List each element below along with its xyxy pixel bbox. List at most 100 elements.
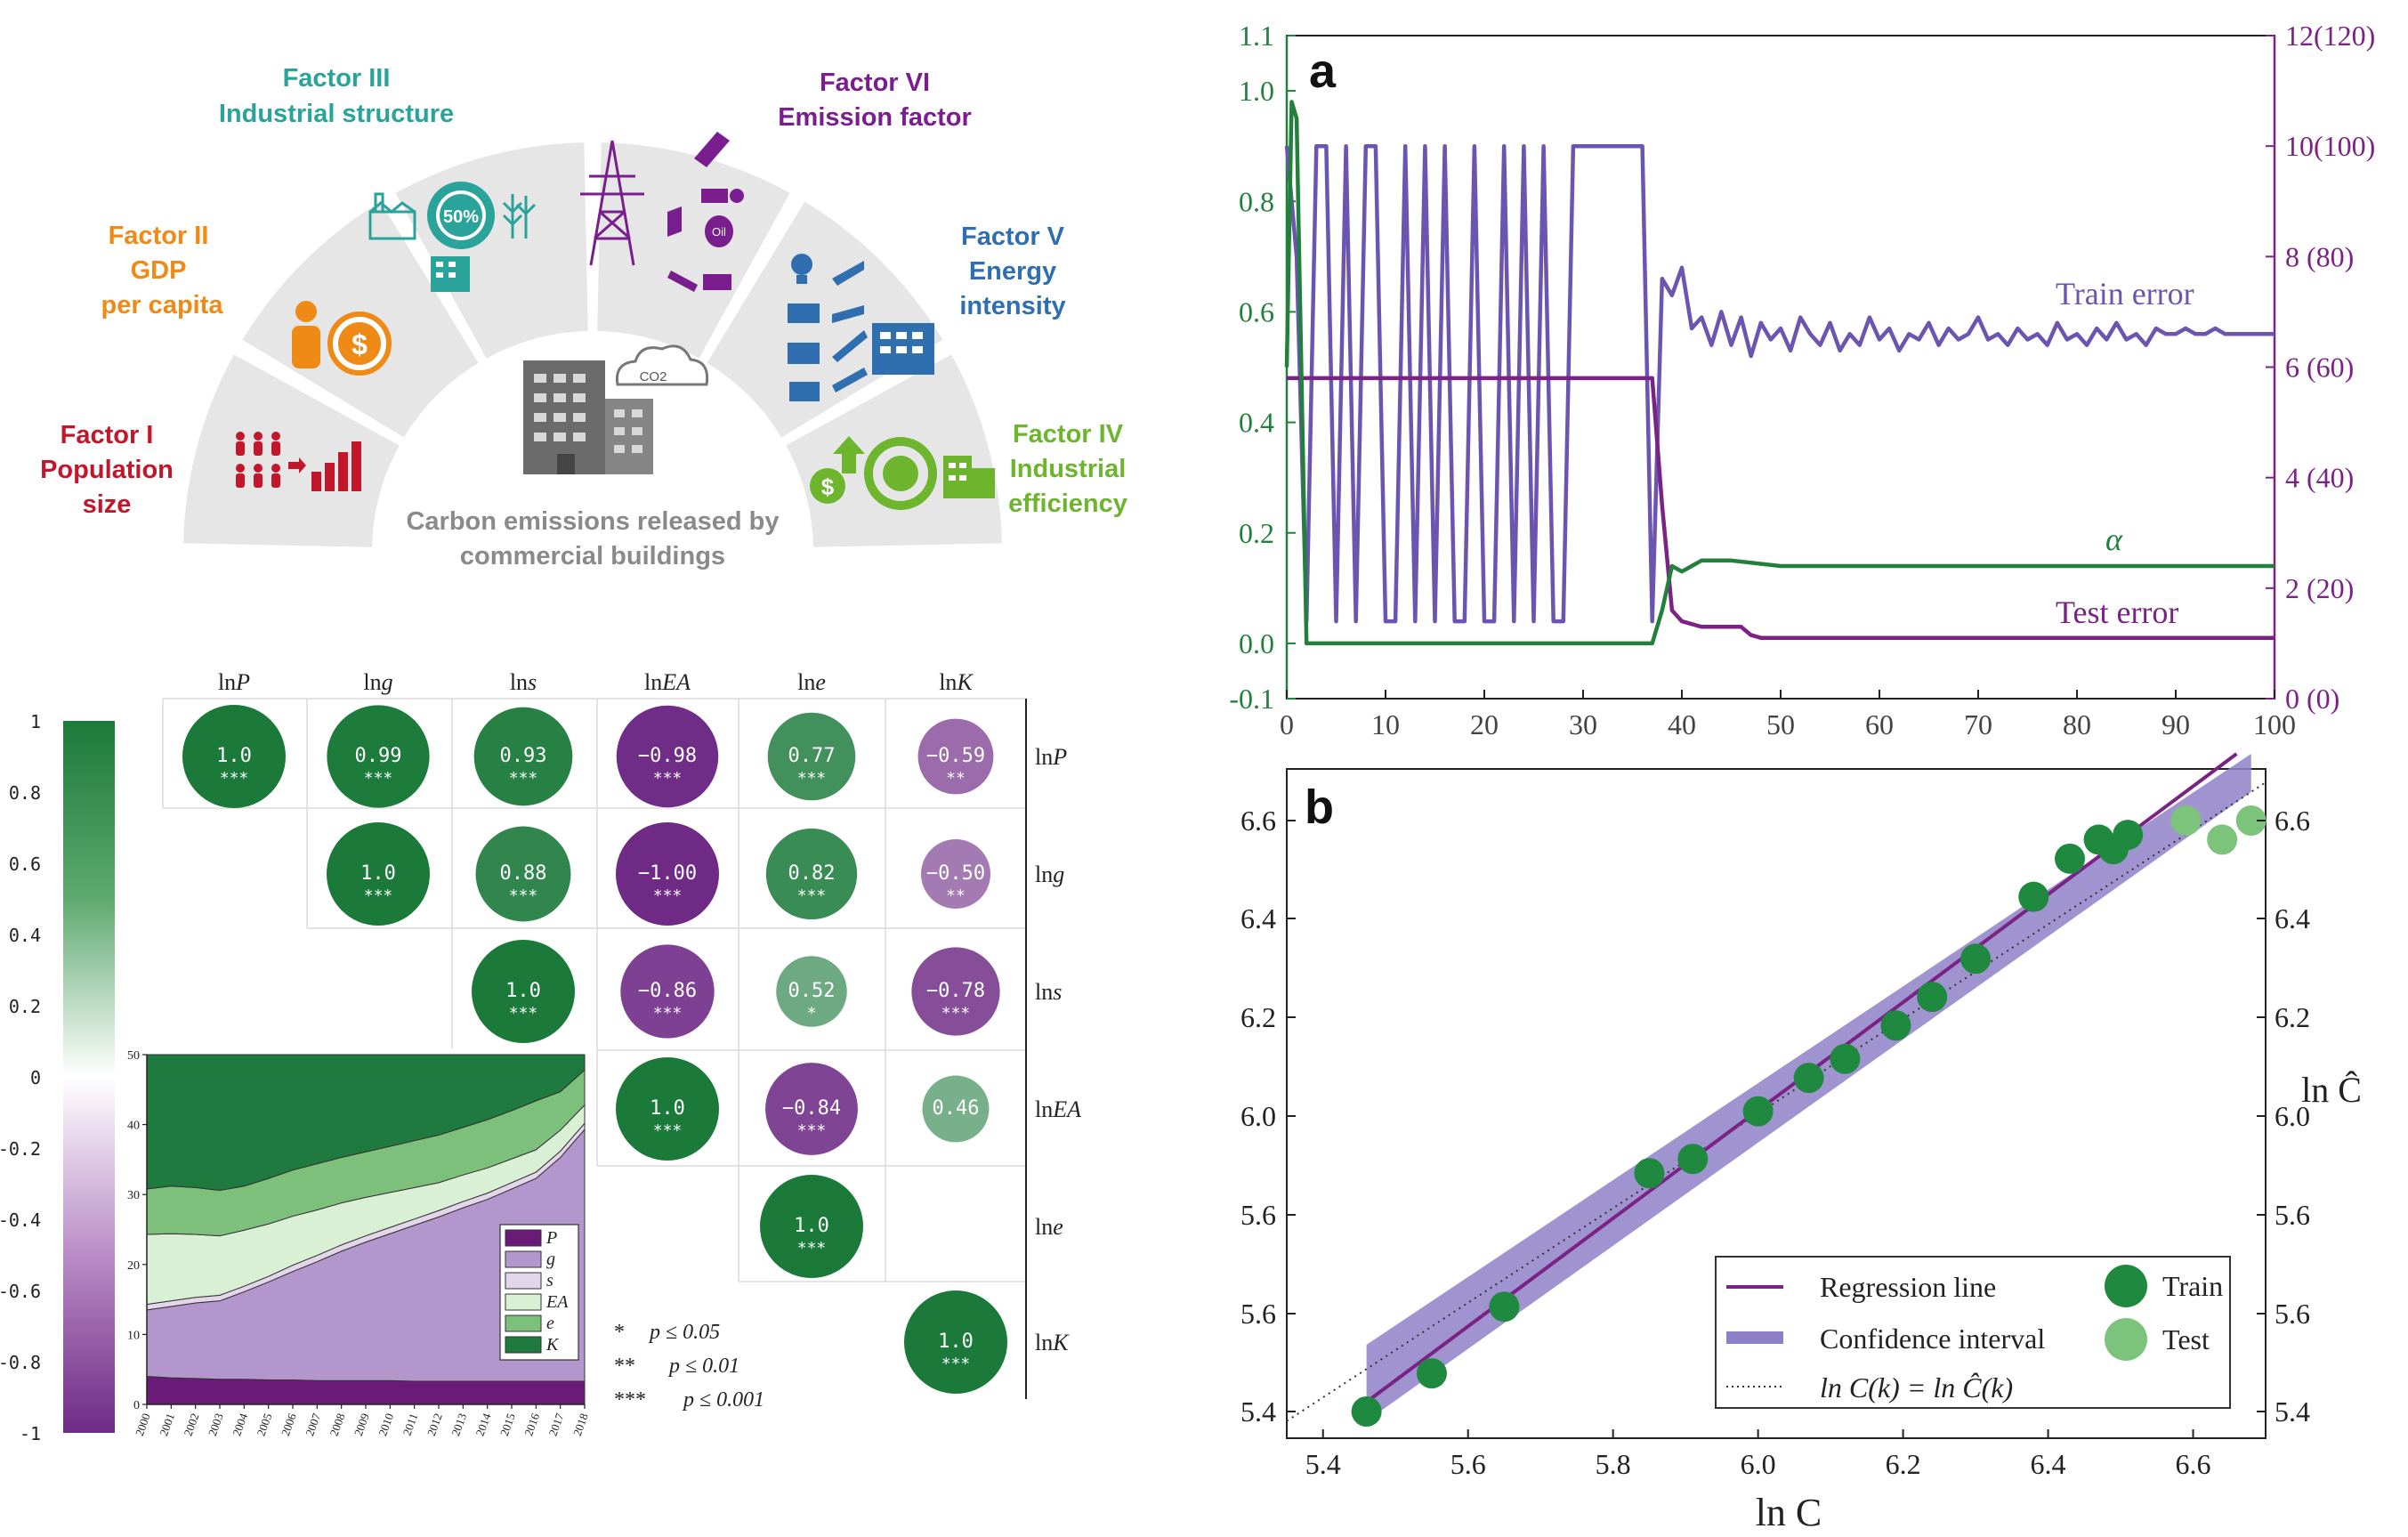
panel-a-ytick-right-label: 8 (80) [2285, 240, 2354, 272]
legend-ci-swatch [1726, 1331, 1783, 1344]
test-point [2207, 824, 2238, 855]
factor-iv-line2: Industrial [1010, 455, 1127, 483]
correlation-circle [917, 718, 994, 795]
panel-a-xtick-label: 90 [2162, 708, 2190, 740]
energy-devices-icon [788, 254, 934, 401]
matrix-row-label: lnK [1035, 1330, 1070, 1355]
factor-vi-title: Factor VI [820, 69, 930, 97]
legend-identity-label: ln C(k) = ln Ĉ(k) [1820, 1371, 2013, 1404]
test-point [2235, 805, 2267, 836]
industry-badge-label: 50% [443, 207, 479, 227]
correlation-circle [616, 705, 719, 808]
colorbar-tick-label: 0 [30, 1067, 41, 1088]
factor-iv-title: Factor IV [1013, 420, 1124, 449]
colorbar-tick-label: -1 [20, 1423, 41, 1444]
correlation-value: 1.0 [938, 1331, 974, 1353]
correlation-significance: *** [653, 769, 683, 788]
correlation-significance: *** [509, 886, 538, 905]
factor-ii-title: Factor II [109, 222, 209, 250]
inset-legend-label: e [546, 1314, 554, 1333]
correlation-value: −0.78 [926, 980, 985, 1002]
correlation-significance: *** [509, 769, 538, 788]
matrix-row-label: lns [1035, 979, 1062, 1005]
panel-b-ytick-right-label: 5.6 [2275, 1199, 2310, 1231]
svg-text:$: $ [352, 328, 368, 360]
factor-diagram: Factor III Industrial structure Factor I… [40, 64, 1127, 570]
area-layers [146, 1054, 586, 1405]
panel-a-ytick-right-label: 10(100) [2285, 130, 2375, 162]
panel-a-xtick-label: 40 [1668, 708, 1696, 740]
correlation-value: 0.88 [500, 862, 547, 885]
colorbar-tick-label: -0.2 [0, 1138, 41, 1160]
sig-stars-2: ** [614, 1355, 635, 1378]
arc-segment [786, 354, 1002, 547]
correlation-circle [904, 1290, 1007, 1394]
train-point [1489, 1291, 1520, 1323]
correlation-significance: *** [797, 769, 827, 788]
panel-b-ytick-right-label: 6.6 [2275, 805, 2310, 837]
correlation-value: −0.86 [638, 980, 697, 1002]
panel-a-xtick-label: 80 [2063, 708, 2091, 740]
legend-regression-label: Regression line [1820, 1271, 1996, 1303]
correlation-value: 0.93 [500, 745, 547, 767]
inset-legend-label: P [545, 1228, 557, 1248]
matrix-col-label: lns [510, 669, 537, 695]
correlation-value: −0.98 [638, 745, 697, 767]
panel-b-xtick-label: 6.6 [2176, 1448, 2211, 1480]
correlation-significance: *** [220, 769, 249, 788]
matrix-cells: 1.0***0.99***0.93***−0.98***0.77***−0.59… [182, 705, 1007, 1394]
panel-b-xtick-label: 5.6 [1450, 1448, 1486, 1480]
train-point [1677, 1144, 1709, 1175]
inset-legend-swatch [505, 1315, 542, 1332]
panel-a-xtick-label: 10 [1371, 708, 1400, 740]
inset-ytick-label: 10 [127, 1329, 140, 1342]
correlation-circle [760, 1175, 863, 1278]
inset-legend-label: g [546, 1250, 555, 1269]
correlation-circle [921, 839, 990, 909]
inset-legend-swatch [505, 1336, 542, 1354]
inset-legend-swatch [505, 1272, 542, 1290]
legend-train-label: Train [2162, 1270, 2223, 1302]
arc-segment [183, 354, 400, 547]
matrix-row-labels: lnP lng lns lnEA lne lnK [1035, 744, 1081, 1355]
correlation-significance: *** [653, 1004, 683, 1023]
train-point [2055, 843, 2085, 874]
correlation-matrix: 10.80.60.40.20-0.2-0.4-0.6-0.8-1 lnP lng l… [0, 669, 1081, 1444]
co2-label: CO2 [640, 369, 667, 384]
train-point [1742, 1096, 1774, 1127]
inset-legend-swatch [505, 1229, 542, 1247]
panel-a-ticks: 0 10 20 30 40 50 60 70 80 90 100 -0.1 0.0 0.2 0.4 0.6 0.… [1229, 20, 2375, 740]
factor-iii-subtitle: Industrial structure [219, 100, 454, 128]
correlation-significance: ** [946, 769, 966, 788]
sig-text-3: p ≤ 0.001 [682, 1388, 764, 1412]
panel-a-label: a [1309, 44, 1337, 98]
sig-text-1: p ≤ 0.05 [648, 1321, 720, 1344]
inset-legend-label: EA [545, 1292, 569, 1312]
panel-b-ytick-right-label: 6.2 [2275, 1001, 2310, 1033]
correlation-significance: *** [509, 1004, 538, 1023]
panel-b-ytick-right-label: 6.4 [2275, 902, 2310, 934]
train-point [1917, 982, 1948, 1013]
correlation-significance: *** [797, 1121, 827, 1140]
matrix-col-label: lne [797, 669, 826, 695]
colorbar [63, 721, 115, 1433]
panel-a-ytick-right-label: 4 (40) [2285, 462, 2354, 494]
matrix-col-label: lnK [939, 669, 974, 695]
inset-legend: Pgs EA eK [499, 1224, 579, 1361]
panel-b-plot [1286, 752, 2267, 1427]
train-point [2113, 820, 2144, 851]
panel-a-xtick-label: 50 [1766, 708, 1795, 740]
panel-a-ytick-left-label: 0.0 [1239, 627, 1274, 659]
series-line-train-error [1284, 143, 2275, 624]
correlation-value: 0.52 [788, 980, 836, 1002]
correlation-circle [475, 826, 571, 922]
panel-b-ytick-right-label: 6.0 [2275, 1100, 2310, 1132]
matrix-col-labels: lnP lng lns lnEA lne lnK [218, 669, 974, 695]
center-caption-line1: Carbon emissions released by [406, 507, 779, 536]
panel-a-xtick-label: 100 [2253, 708, 2296, 740]
correlation-value: −1.00 [638, 862, 697, 885]
panel-b-ticks: 5.4 5.6 5.8 6.0 6.2 6.4 6.6 5.4 5.6 5.6 6.0 6.2 6.4 6… [1240, 805, 2310, 1480]
correlation-value: 1.0 [360, 862, 396, 885]
panel-b-ylabel: ln Ĉ [2301, 1070, 2362, 1110]
correlation-significance: *** [797, 1239, 827, 1258]
